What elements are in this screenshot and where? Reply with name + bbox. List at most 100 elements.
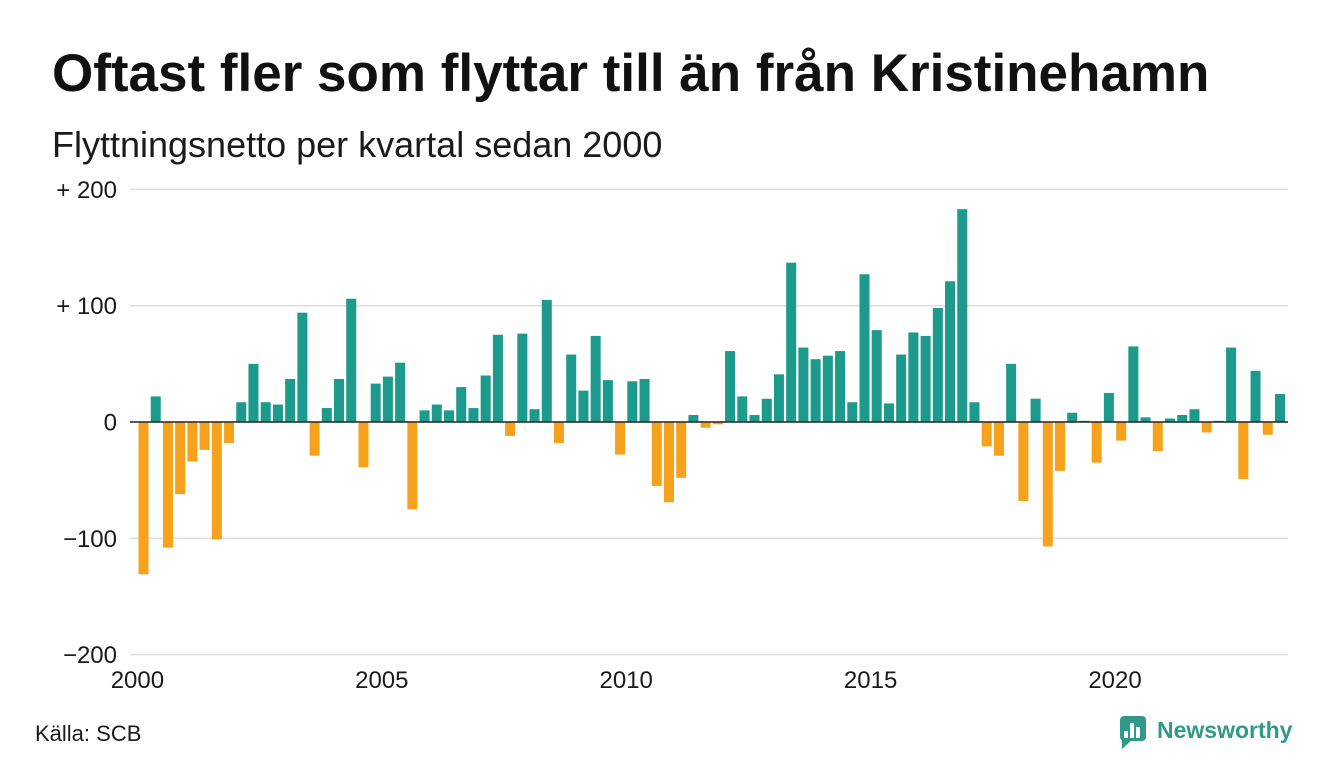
bar-positive	[382, 376, 393, 422]
bar-positive	[334, 378, 345, 422]
bar-positive	[346, 298, 357, 422]
bar-positive	[859, 274, 870, 422]
bar-negative	[1152, 422, 1163, 452]
chart-title: Oftast fler som flyttar till än från Kri…	[52, 44, 1209, 103]
bar-positive	[932, 308, 943, 422]
bars	[138, 209, 1285, 575]
bar-positive	[871, 330, 882, 422]
bar-positive	[725, 351, 736, 422]
x-axis: 2000 2005 2010 2015 2020	[111, 667, 1142, 694]
bar-negative	[615, 422, 626, 455]
bar-positive	[835, 351, 846, 422]
y-tick-label: + 200	[56, 177, 117, 204]
bar-negative	[1262, 422, 1273, 435]
bar-negative	[224, 422, 235, 443]
bar-positive	[920, 335, 931, 422]
bar-positive	[468, 408, 479, 422]
bar-positive	[1226, 347, 1237, 422]
y-axis: + 200 + 100 0 −100 −200	[56, 177, 117, 669]
bar-positive	[1177, 415, 1188, 422]
bar-positive	[419, 410, 430, 422]
bar-negative	[1116, 422, 1127, 441]
bar-negative	[663, 422, 674, 503]
bar-negative	[1018, 422, 1029, 502]
bar-positive	[260, 402, 271, 422]
bar-positive	[773, 374, 784, 422]
bar-positive	[1274, 394, 1285, 422]
bar-positive	[578, 390, 589, 422]
bar-negative	[700, 422, 711, 428]
bar-positive	[297, 312, 308, 422]
bar-positive	[761, 398, 772, 422]
bar-positive	[1006, 363, 1017, 422]
bar-positive	[822, 355, 833, 422]
bar-negative	[138, 422, 149, 575]
source-note: Källa: SCB	[35, 721, 141, 746]
bar-positive	[248, 363, 259, 422]
y-tick-label: + 100	[56, 293, 117, 320]
bar-positive	[529, 409, 540, 422]
logo-icon-tail	[1122, 737, 1132, 749]
bar-positive	[1030, 398, 1041, 422]
bar-positive	[1189, 409, 1200, 422]
bar-negative	[1091, 422, 1102, 463]
bar-negative	[199, 422, 210, 450]
gridlines	[130, 188, 1288, 656]
plot-area: + 200 + 100 0 −100 −200 2000 2005 2010 2015 2020	[56, 177, 1288, 694]
bar-positive	[1103, 392, 1114, 422]
bar-negative	[1042, 422, 1053, 547]
bar-positive	[566, 354, 577, 422]
bar-negative	[553, 422, 565, 443]
x-tick-label: 2010	[600, 667, 653, 694]
bar-positive	[602, 380, 613, 422]
y-tick-label: −200	[63, 642, 117, 669]
bar-positive	[431, 404, 442, 422]
bar-positive	[786, 262, 797, 422]
bar-positive	[639, 378, 650, 422]
x-tick-label: 2005	[355, 667, 408, 694]
bar-negative	[1201, 422, 1212, 433]
bar-positive	[492, 334, 503, 422]
bar-positive	[969, 402, 980, 422]
bar-positive	[847, 402, 858, 422]
bar-positive	[395, 362, 406, 422]
bar-positive	[517, 333, 528, 422]
bar-positive	[541, 299, 552, 422]
bar-positive	[285, 378, 296, 422]
bar-positive	[150, 396, 161, 422]
bar-positive	[370, 383, 381, 422]
x-tick-label: 2020	[1088, 667, 1141, 694]
bar-positive	[810, 359, 821, 422]
bar-positive	[590, 335, 601, 422]
bar-negative	[358, 422, 369, 468]
bar-positive	[272, 404, 283, 422]
bar-negative	[175, 422, 186, 495]
bar-positive	[896, 354, 907, 422]
logo-icon-bar	[1124, 731, 1128, 738]
bar-positive	[957, 209, 968, 422]
bar-negative	[187, 422, 198, 462]
bar-positive	[444, 410, 455, 422]
chart-subtitle: Flyttningsnetto per kvartal sedan 2000	[52, 124, 662, 165]
brand-name: Newsworthy	[1157, 717, 1293, 743]
bar-positive	[1128, 346, 1139, 422]
logo-icon-bar	[1130, 723, 1134, 738]
bar-positive	[737, 396, 748, 422]
bar-negative	[309, 422, 320, 456]
bar-negative	[211, 422, 222, 540]
bar-positive	[749, 415, 760, 422]
bar-positive	[456, 387, 467, 422]
bar-negative	[407, 422, 418, 510]
y-tick-label: −100	[63, 526, 117, 553]
bar-positive	[1067, 412, 1078, 422]
bar-negative	[651, 422, 662, 486]
y-tick-label: 0	[104, 410, 117, 437]
bar-negative	[1238, 422, 1249, 479]
bar-positive	[1140, 417, 1151, 422]
brand-logo: Newsworthy	[1120, 716, 1293, 749]
x-tick-label: 2000	[111, 667, 164, 694]
bar-positive	[945, 281, 956, 422]
bar-positive	[798, 347, 809, 422]
